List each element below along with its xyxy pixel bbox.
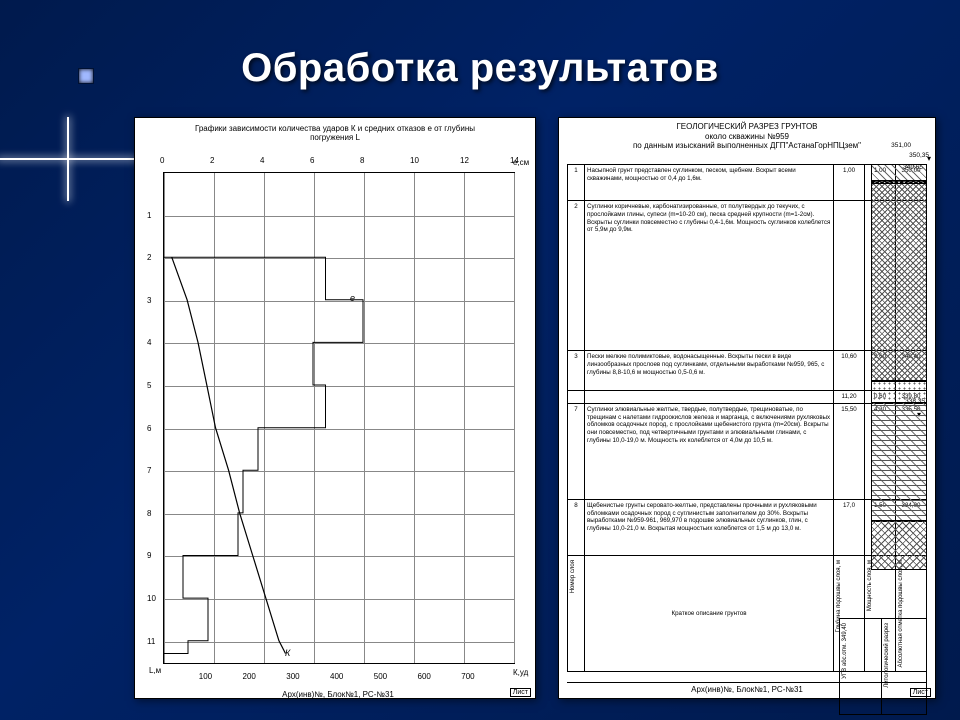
left-footer-right: Лист <box>510 688 531 697</box>
sec-title-1: ГЕОЛОГИЧЕСКИЙ РАЗРЕЗ ГРУНТОВ <box>676 122 817 131</box>
row-depth: 17,0 <box>834 499 865 555</box>
ytick: 11 <box>147 637 155 646</box>
row-desc: Щебенистые грунты серовато-желтые, предс… <box>585 499 834 555</box>
ytick: 7 <box>147 466 151 475</box>
left-footer: Арх(инв)№, Блок№1, РС-№31 <box>163 690 513 699</box>
series-e-label: е <box>350 293 355 303</box>
row-num: 2 <box>568 201 585 351</box>
decorative-star <box>68 159 69 160</box>
lith-layer <box>871 180 927 382</box>
row-depth: 15,50 <box>834 403 865 499</box>
chart-title-l2: погружения L <box>310 133 360 142</box>
row-num: 8 <box>568 499 585 555</box>
xtick-top: 0 <box>160 156 164 165</box>
xtick-top: 2 <box>210 156 214 165</box>
lith-layer <box>871 402 927 522</box>
ytick: 4 <box>147 338 151 347</box>
elev-1: 351,00 <box>891 142 911 149</box>
row-desc: Пески мелкие полимиктовые, водонасыщенны… <box>585 351 834 391</box>
xtick-bot: 400 <box>330 672 343 681</box>
series-k-label: К <box>285 648 290 658</box>
xtick-bot: 500 <box>374 672 387 681</box>
water-marker-icon: ▾ <box>927 154 931 163</box>
xtick-top: 6 <box>310 156 314 165</box>
xtick-bot: 100 <box>199 672 212 681</box>
right-section-panel: ГЕОЛОГИЧЕСКИЙ РАЗРЕЗ ГРУНТОВ около скваж… <box>558 117 936 699</box>
section-title: ГЕОЛОГИЧЕСКИЙ РАЗРЕЗ ГРУНТОВ около скваж… <box>601 122 893 151</box>
ytick: 6 <box>147 424 151 433</box>
row-num: 3 <box>568 351 585 391</box>
chart-title: Графики зависимости количества ударов К … <box>165 124 505 142</box>
ytick: 1 <box>147 211 151 220</box>
chart-plot-area <box>163 172 515 664</box>
xtick-bot: 700 <box>461 672 474 681</box>
row-desc: Насыпной грунт представлен суглинком, пе… <box>585 165 834 201</box>
row-depth: 10,60 <box>834 351 865 391</box>
y-label: L,м <box>149 666 161 675</box>
chart-title-l1: Графики зависимости количества ударов К … <box>195 124 475 133</box>
ytick: 10 <box>147 594 156 603</box>
xtick-bot: 300 <box>286 672 299 681</box>
ytick: 3 <box>147 296 151 305</box>
left-chart-panel: Графики зависимости количества ударов К … <box>134 117 536 699</box>
sec-title-3: по данным изысканий выполненных ДГП"Аста… <box>633 141 861 150</box>
xtick-top: 14 <box>510 156 519 165</box>
ytick: 9 <box>147 551 151 560</box>
lith-layer <box>871 380 927 404</box>
row-depth: 1,00 <box>834 165 865 201</box>
row-depth <box>834 201 865 351</box>
xtick-top: 12 <box>460 156 469 165</box>
slide-title: Обработка результатов <box>0 46 960 91</box>
xtick-top: 10 <box>410 156 419 165</box>
lithology-column <box>871 164 927 619</box>
xtick-top: 8 <box>360 156 364 165</box>
row-num: 7 <box>568 403 585 499</box>
lith-layer <box>871 520 927 570</box>
ytick: 8 <box>147 509 151 518</box>
xtick-bot: 600 <box>418 672 431 681</box>
ytick: 2 <box>147 253 151 262</box>
row-desc: Суглинки элювиальные желтые, твердые, по… <box>585 403 834 499</box>
x-bot-label: К,уд <box>513 668 528 677</box>
ytick: 5 <box>147 381 151 390</box>
xtick-top: 4 <box>260 156 264 165</box>
row-num: 1 <box>568 165 585 201</box>
row-desc: Суглинки коричневые, карбонатизированные… <box>585 201 834 351</box>
sec-title-2: около скважины №959 <box>705 132 789 141</box>
xtick-bot: 200 <box>243 672 256 681</box>
